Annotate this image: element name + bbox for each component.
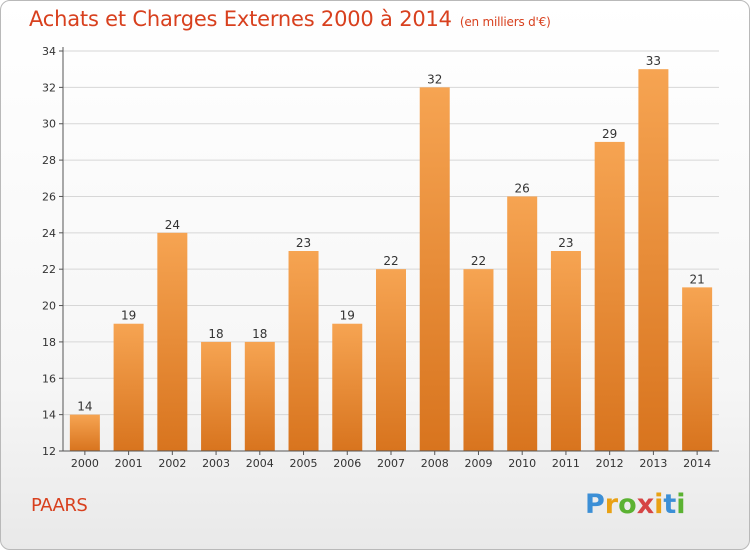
axes: 12 14 16 18 20 22 24 26 28 30 32 34 2000 2001 2002 2003… xyxy=(42,45,719,470)
x-tick-label-2003: 2003 xyxy=(202,457,230,470)
value-label-2013: 33 xyxy=(646,54,661,68)
y-tick-label: 12 xyxy=(42,445,56,458)
chart-title-text: Achats et Charges Externes 2000 à 2014 xyxy=(29,7,452,31)
value-label-2005: 23 xyxy=(296,236,311,250)
value-label-2014: 21 xyxy=(689,272,704,286)
x-tick-label-2004: 2004 xyxy=(246,457,274,470)
bar-2007 xyxy=(376,269,406,451)
x-tick-label-2011: 2011 xyxy=(552,457,580,470)
x-tick-label-2012: 2012 xyxy=(596,457,624,470)
x-tick-label-2008: 2008 xyxy=(421,457,449,470)
x-tick-label-2010: 2010 xyxy=(508,457,536,470)
bar-2008 xyxy=(419,87,450,451)
proxiti-logo[interactable]: Proxiti xyxy=(585,489,686,520)
value-label-2007: 22 xyxy=(383,254,398,268)
value-label-2004: 18 xyxy=(252,327,267,341)
value-label-2012: 29 xyxy=(602,127,617,141)
y-tick-label: 30 xyxy=(42,118,56,131)
y-tick-label: 32 xyxy=(42,81,56,94)
logo-letter: t xyxy=(663,489,677,520)
bar-2000 xyxy=(69,414,100,451)
y-tick-label: 16 xyxy=(42,372,56,385)
commune-name: PAARS xyxy=(31,495,88,516)
x-tick-label-2006: 2006 xyxy=(333,457,361,470)
value-label-2003: 18 xyxy=(208,327,223,341)
value-label-2001: 19 xyxy=(121,309,136,323)
value-label-2006: 19 xyxy=(340,309,355,323)
x-tick-label-2013: 2013 xyxy=(639,457,667,470)
x-tick-label-2009: 2009 xyxy=(464,457,492,470)
x-tick-label-2000: 2000 xyxy=(71,457,99,470)
logo-letter: x xyxy=(636,489,655,520)
logo-letter: o xyxy=(618,489,637,520)
bar-2002 xyxy=(157,232,188,451)
x-tick-label-2014: 2014 xyxy=(683,457,711,470)
x-tick-label-2005: 2005 xyxy=(290,457,318,470)
chart-title: Achats et Charges Externes 2000 à 2014 (e… xyxy=(29,7,551,31)
bar-2013 xyxy=(638,69,669,451)
bar-2001 xyxy=(113,323,144,451)
value-label-2000: 14 xyxy=(77,400,92,414)
x-tick-label-2001: 2001 xyxy=(115,457,143,470)
bar-2010 xyxy=(507,196,538,451)
y-tick-label: 14 xyxy=(42,409,56,422)
value-label-2009: 22 xyxy=(471,254,486,268)
y-tick-label: 20 xyxy=(42,300,56,313)
y-tick-label: 22 xyxy=(42,263,56,276)
x-tick-label-2002: 2002 xyxy=(158,457,186,470)
y-tick-label: 28 xyxy=(42,154,56,167)
chart-subtitle: (en milliers d'€) xyxy=(459,15,551,29)
bar-2003 xyxy=(201,341,232,451)
logo-letter: P xyxy=(585,489,605,520)
value-label-2008: 32 xyxy=(427,72,442,86)
bars xyxy=(69,69,713,451)
bar-2011 xyxy=(550,251,581,451)
y-tick-label: 18 xyxy=(42,336,56,349)
y-tick-label: 26 xyxy=(42,190,56,203)
logo-letter: r xyxy=(604,489,619,520)
value-label-2010: 26 xyxy=(515,181,530,195)
bar-2006 xyxy=(332,323,363,451)
bar-2009 xyxy=(463,269,494,451)
y-tick-label: 34 xyxy=(42,45,56,58)
bar-2004 xyxy=(244,341,275,451)
bar-2012 xyxy=(594,141,625,451)
y-tick-label: 24 xyxy=(42,227,56,240)
logo-letter: i xyxy=(654,489,664,520)
value-label-2002: 24 xyxy=(165,218,180,232)
value-label-2011: 23 xyxy=(558,236,573,250)
logo-letter: i xyxy=(676,489,686,520)
x-tick-label-2007: 2007 xyxy=(377,457,405,470)
value-labels: 14 19 24 18 18 23 19 22 32 22 26 23 29 33 21 xyxy=(77,54,705,413)
bar-2005 xyxy=(288,251,319,451)
bar-2014 xyxy=(682,287,713,451)
